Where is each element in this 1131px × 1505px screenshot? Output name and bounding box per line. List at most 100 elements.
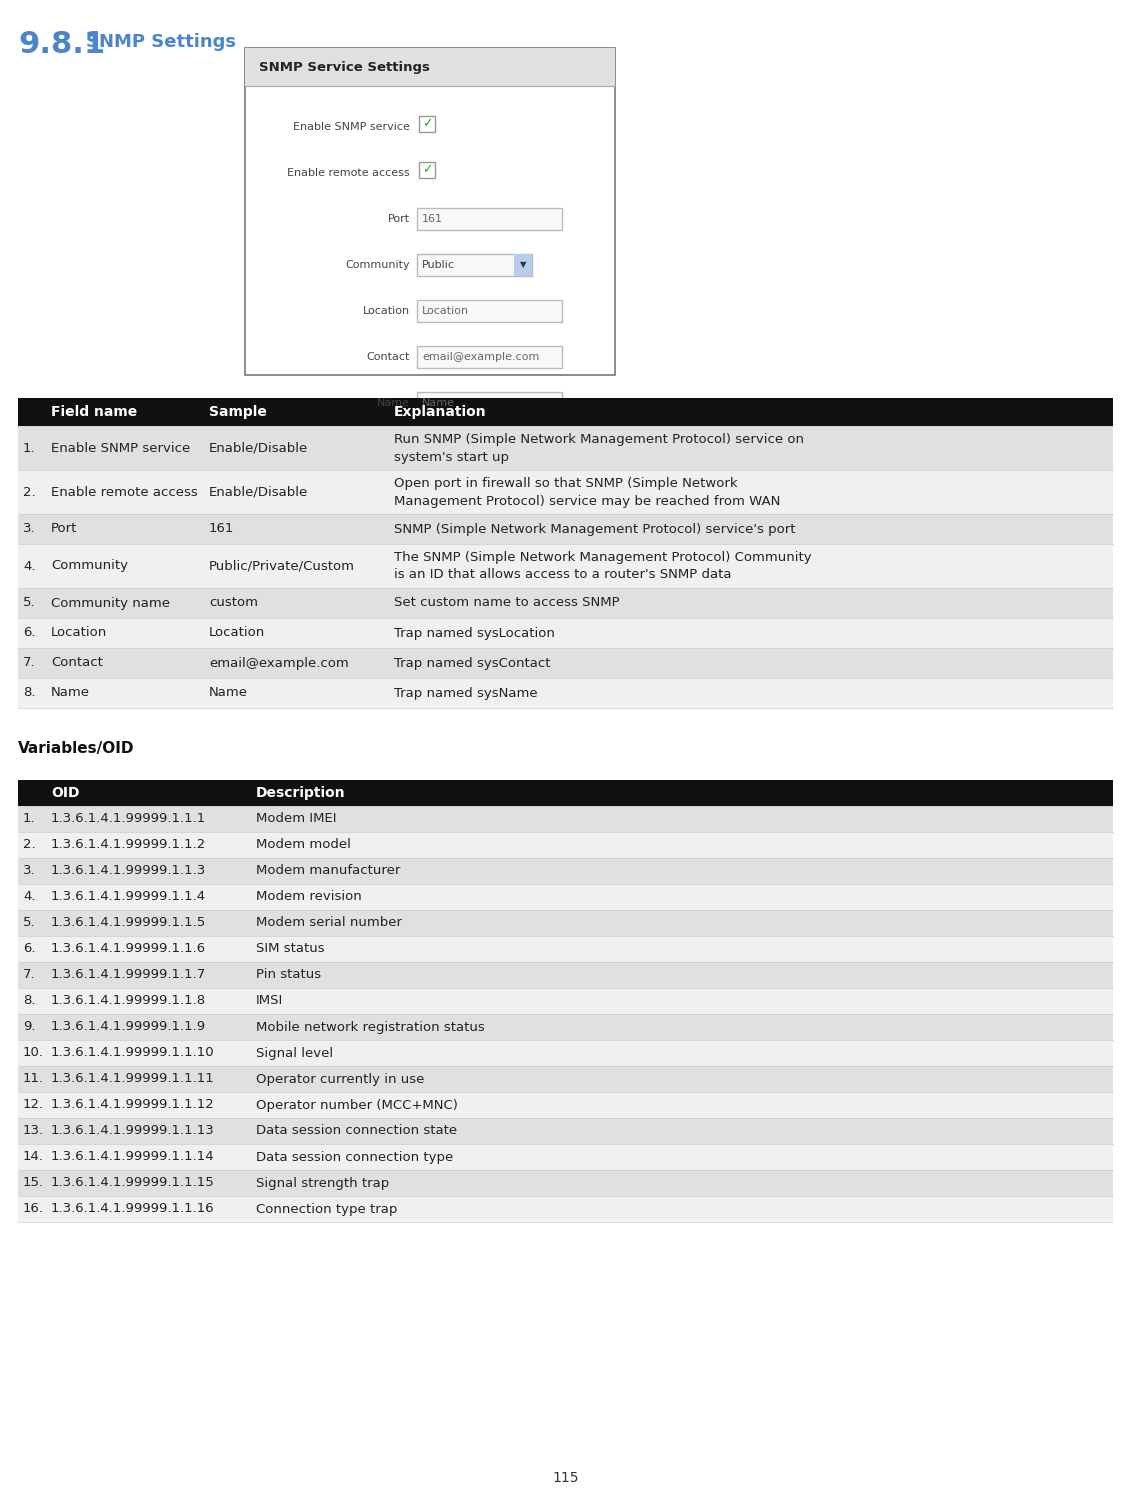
Bar (18, 1144, 1113, 1169)
Text: Data session connection type: Data session connection type (256, 1150, 454, 1163)
Text: ✓: ✓ (422, 117, 432, 131)
Text: 161: 161 (209, 522, 234, 536)
Text: Description: Description (256, 786, 346, 801)
Text: Open port in firewall so that SNMP (Simple Network: Open port in firewall so that SNMP (Simp… (394, 477, 737, 489)
Text: Enable remote access: Enable remote access (51, 486, 198, 498)
Text: ✓: ✓ (422, 164, 432, 176)
Bar (18, 987, 1113, 1014)
Bar (18, 962, 1113, 987)
Text: 1.3.6.1.4.1.99999.1.1.15: 1.3.6.1.4.1.99999.1.1.15 (51, 1177, 215, 1189)
Text: is an ID that allows access to a router's SNMP data: is an ID that allows access to a router'… (394, 569, 732, 581)
Text: Trap named sysContact: Trap named sysContact (394, 656, 551, 670)
Bar (18, 911, 1113, 936)
Text: Port: Port (388, 214, 411, 224)
Text: 1.: 1. (23, 441, 35, 455)
Text: email@example.com: email@example.com (209, 656, 348, 670)
Text: Mobile network registration status: Mobile network registration status (256, 1020, 485, 1034)
Text: Location: Location (422, 306, 469, 316)
Text: 9.: 9. (23, 1020, 35, 1034)
Text: Signal strength trap: Signal strength trap (256, 1177, 389, 1189)
Text: 1.3.6.1.4.1.99999.1.1.8: 1.3.6.1.4.1.99999.1.1.8 (51, 995, 206, 1007)
Text: 1.3.6.1.4.1.99999.1.1.9: 1.3.6.1.4.1.99999.1.1.9 (51, 1020, 206, 1034)
Bar (513, 254, 532, 275)
Bar (18, 1066, 1113, 1093)
Text: 9.8.1: 9.8.1 (18, 30, 105, 59)
Text: Trap named sysName: Trap named sysName (394, 686, 537, 700)
Bar (18, 858, 1113, 883)
Text: 1.3.6.1.4.1.99999.1.1.7: 1.3.6.1.4.1.99999.1.1.7 (51, 969, 206, 981)
Text: Field name: Field name (51, 405, 137, 418)
Text: Enable remote access: Enable remote access (287, 169, 411, 178)
Text: 12.: 12. (23, 1099, 44, 1112)
Text: 115: 115 (552, 1470, 579, 1485)
Text: system's start up: system's start up (394, 450, 509, 464)
Text: IMSI: IMSI (256, 995, 283, 1007)
Text: Community name: Community name (51, 596, 170, 610)
Text: 11.: 11. (23, 1073, 44, 1085)
Bar (18, 397, 1113, 426)
Text: 7.: 7. (23, 656, 35, 670)
Text: Name: Name (377, 397, 411, 408)
Bar (18, 543, 1113, 588)
Bar (18, 649, 1113, 677)
Bar (417, 391, 562, 414)
Bar (18, 588, 1113, 619)
Bar (18, 1118, 1113, 1144)
Text: Connection type trap: Connection type trap (256, 1202, 397, 1216)
Text: 6.: 6. (23, 942, 35, 956)
Text: Location: Location (51, 626, 107, 640)
Text: SNMP Service Settings: SNMP Service Settings (259, 60, 430, 74)
Text: Enable/Disable: Enable/Disable (209, 441, 309, 455)
Text: Sample: Sample (209, 405, 267, 418)
Bar (417, 208, 562, 230)
Text: 4.: 4. (23, 560, 35, 572)
Text: Explanation: Explanation (394, 405, 486, 418)
Text: Modem manufacturer: Modem manufacturer (256, 864, 400, 877)
Text: SNMP (Simple Network Management Protocol) service's port: SNMP (Simple Network Management Protocol… (394, 522, 795, 536)
Text: 8.: 8. (23, 995, 35, 1007)
Text: email@example.com: email@example.com (422, 352, 539, 363)
Text: 3.: 3. (23, 522, 35, 536)
Text: Modem serial number: Modem serial number (256, 917, 402, 930)
Text: 1.3.6.1.4.1.99999.1.1.12: 1.3.6.1.4.1.99999.1.1.12 (51, 1099, 215, 1112)
Text: 1.3.6.1.4.1.99999.1.1.11: 1.3.6.1.4.1.99999.1.1.11 (51, 1073, 215, 1085)
Text: 2.: 2. (23, 838, 35, 852)
Text: Management Protocol) service may be reached from WAN: Management Protocol) service may be reac… (394, 495, 780, 507)
Text: Community: Community (51, 560, 128, 572)
Bar (18, 1093, 1113, 1118)
Text: Name: Name (422, 397, 455, 408)
Text: Name: Name (51, 686, 90, 700)
Text: Community: Community (345, 260, 411, 269)
Text: Modem IMEI: Modem IMEI (256, 813, 337, 826)
Text: SNMP Settings: SNMP Settings (86, 33, 236, 51)
Text: ▼: ▼ (520, 260, 526, 269)
Text: 1.: 1. (23, 813, 35, 826)
Text: Location: Location (209, 626, 266, 640)
Bar (18, 470, 1113, 515)
Text: Pin status: Pin status (256, 969, 321, 981)
Text: Variables/OID: Variables/OID (18, 740, 135, 756)
Bar (18, 832, 1113, 858)
Bar (18, 1040, 1113, 1066)
Text: Contact: Contact (366, 352, 411, 363)
Text: 10.: 10. (23, 1046, 44, 1060)
Text: 7.: 7. (23, 969, 35, 981)
Text: Set custom name to access SNMP: Set custom name to access SNMP (394, 596, 620, 610)
Bar (418, 163, 435, 178)
Text: Public: Public (422, 260, 455, 269)
Text: 6.: 6. (23, 626, 35, 640)
Text: 3.: 3. (23, 864, 35, 877)
Text: 1.3.6.1.4.1.99999.1.1.3: 1.3.6.1.4.1.99999.1.1.3 (51, 864, 206, 877)
Text: Operator number (MCC+MNC): Operator number (MCC+MNC) (256, 1099, 458, 1112)
Bar (18, 807, 1113, 832)
Text: OID: OID (51, 786, 79, 801)
Text: 13.: 13. (23, 1124, 44, 1138)
Text: Contact: Contact (51, 656, 103, 670)
Text: 1.3.6.1.4.1.99999.1.1.16: 1.3.6.1.4.1.99999.1.1.16 (51, 1202, 215, 1216)
Text: custom: custom (209, 596, 258, 610)
Text: The SNMP (Simple Network Management Protocol) Community: The SNMP (Simple Network Management Prot… (394, 551, 812, 563)
Text: 1.3.6.1.4.1.99999.1.1.6: 1.3.6.1.4.1.99999.1.1.6 (51, 942, 206, 956)
Bar (245, 48, 615, 86)
Bar (417, 254, 532, 275)
Text: Trap named sysLocation: Trap named sysLocation (394, 626, 555, 640)
